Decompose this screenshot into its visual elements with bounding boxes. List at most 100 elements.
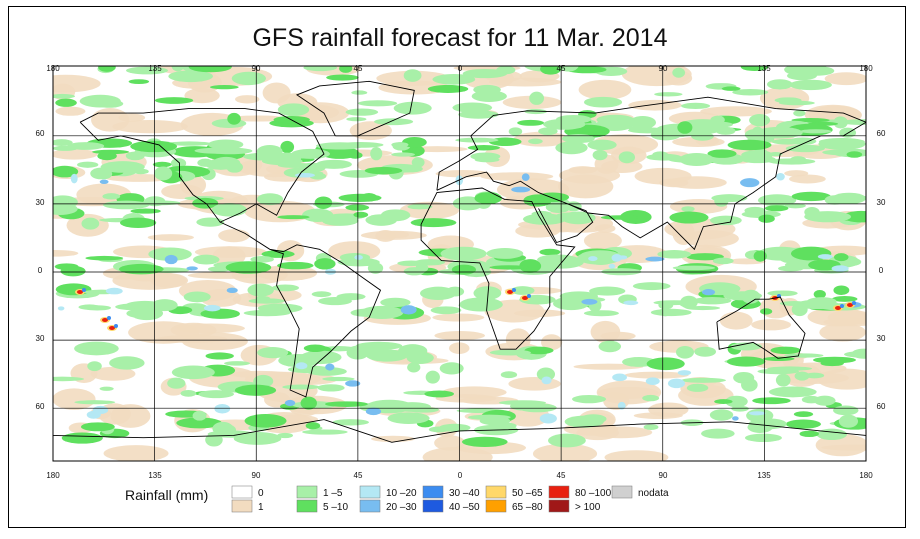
rain-cell — [500, 371, 518, 379]
rain-cell — [583, 231, 622, 250]
rain-cell — [583, 310, 619, 317]
rain-cell — [348, 151, 363, 159]
rain-cell — [154, 166, 173, 181]
rain-cell — [171, 365, 215, 380]
rain-cell — [360, 193, 378, 202]
rain-cell — [354, 255, 363, 260]
rain-cell — [57, 306, 65, 311]
legend-swatch — [548, 485, 570, 499]
map-title: GFS rainfall forecast for 11 Mar. 2014 — [252, 24, 668, 52]
rain-cell — [90, 366, 136, 381]
rain-cell — [594, 224, 616, 233]
rain-cell — [229, 115, 287, 122]
rain-cell — [387, 412, 430, 424]
rain-cell — [824, 72, 866, 86]
rain-cell — [536, 367, 556, 381]
lon-tick: 135 — [148, 471, 162, 480]
rain-cell — [214, 404, 231, 414]
rain-cell — [676, 345, 694, 359]
lon-tick: 45 — [557, 64, 566, 73]
rain-cell — [508, 127, 523, 136]
rain-cell — [679, 152, 714, 167]
legend-swatch — [422, 485, 444, 499]
rain-cell — [643, 424, 659, 430]
rain-cell — [244, 414, 287, 428]
legend-label: 20 –30 — [386, 502, 417, 513]
lat-tick: 30 — [36, 198, 45, 207]
rain-cell — [345, 108, 379, 116]
rain-cell — [277, 432, 294, 439]
lon-tick: 180 — [859, 64, 873, 73]
rain-cell — [712, 257, 734, 265]
rain-cell — [528, 138, 543, 145]
rain-cell — [235, 95, 260, 104]
lon-ticks-bottom: 180 135 90 45 0 45 90 135 180 — [46, 471, 873, 480]
rain-cell — [623, 300, 639, 306]
rain-cell — [125, 66, 169, 75]
rain-cell — [852, 301, 856, 305]
rain-cell — [207, 147, 253, 155]
rain-cell — [581, 298, 598, 305]
rain-cell — [554, 199, 571, 211]
rain-cell — [654, 92, 683, 97]
lon-tick: 90 — [659, 471, 668, 480]
rain-cell — [130, 140, 178, 153]
rain-cell — [628, 125, 654, 132]
rain-cell — [176, 417, 222, 429]
rain-cell — [114, 324, 118, 328]
rain-cell — [540, 66, 562, 75]
rain-cell — [384, 231, 410, 239]
rain-cell — [319, 144, 341, 150]
rain-cell — [473, 286, 502, 300]
rain-cell — [779, 301, 809, 306]
rain-cell — [701, 428, 735, 439]
rain-cell — [314, 258, 336, 270]
rain-cell — [659, 307, 672, 317]
rain-cell — [846, 151, 863, 158]
rain-cell — [629, 116, 657, 129]
rain-cell — [510, 286, 535, 295]
rain-cell — [578, 79, 632, 100]
rain-cell — [55, 98, 77, 107]
legend-swatch — [359, 499, 381, 513]
rain-cell — [85, 255, 124, 261]
legend-label: 30 –40 — [449, 488, 480, 499]
rain-cell — [555, 141, 588, 155]
rain-cell — [572, 394, 607, 404]
rain-cell — [757, 368, 800, 375]
rain-cell — [176, 323, 245, 334]
rain-cell — [184, 88, 220, 104]
rain-cell — [672, 67, 686, 78]
rain-cell — [53, 74, 101, 93]
rain-cell — [686, 383, 709, 392]
lon-tick: 135 — [757, 471, 771, 480]
rain-cell — [833, 253, 849, 262]
legend-label: 5 –10 — [323, 502, 348, 513]
rain-cell — [681, 206, 695, 212]
rain-cell — [691, 131, 714, 141]
rain-cell — [592, 149, 608, 161]
rain-cell — [541, 334, 563, 351]
rain-cell — [617, 255, 628, 260]
lon-tick: 45 — [557, 471, 566, 480]
rain-cell — [587, 139, 617, 151]
rain-cell — [130, 208, 161, 214]
rain-cell — [804, 211, 852, 223]
rain-cell — [55, 106, 86, 116]
rain-cell — [740, 66, 769, 71]
rain-cell — [299, 350, 342, 365]
rain-cell — [314, 196, 333, 209]
rain-cell — [345, 204, 370, 211]
rain-cell — [53, 165, 79, 178]
rain-cell — [262, 82, 291, 104]
rain-cell — [532, 443, 598, 461]
rain-cell — [53, 376, 84, 382]
lon-tick: 135 — [757, 64, 771, 73]
rain-cell — [524, 109, 547, 115]
rain-cell — [700, 106, 772, 117]
rain-cell — [774, 97, 802, 104]
lat-tick: 60 — [36, 402, 45, 411]
rain-cell — [653, 300, 695, 306]
rain-cell — [280, 140, 295, 154]
